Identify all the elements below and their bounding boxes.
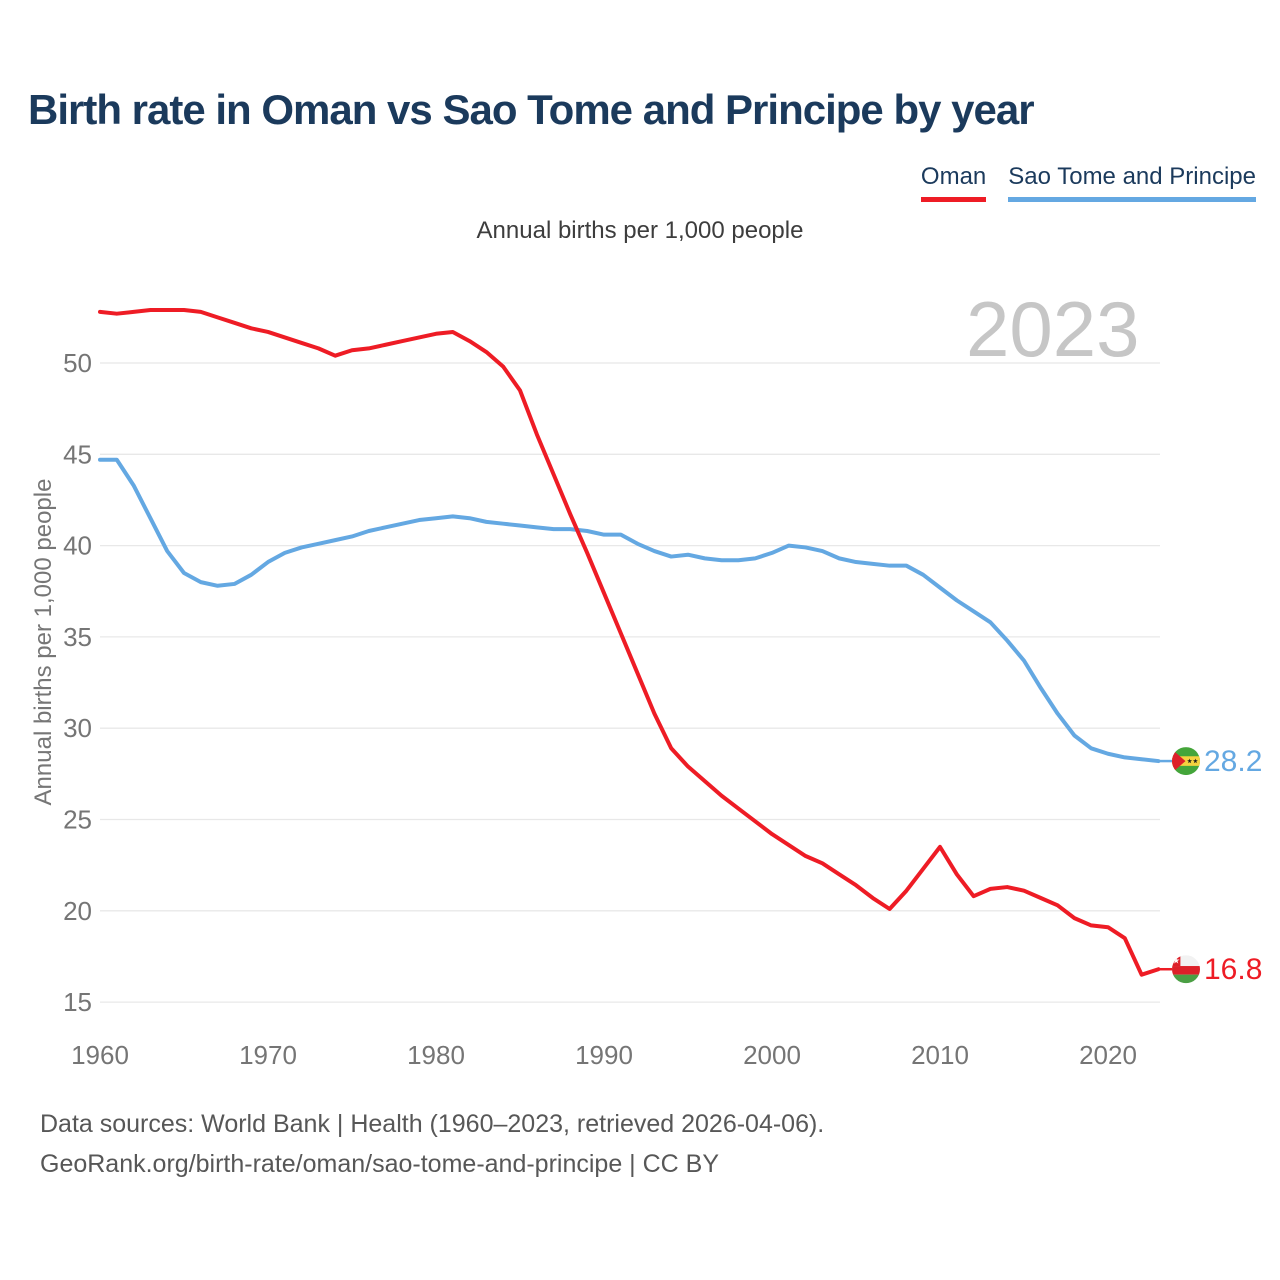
legend-item-sao-tome-and-principe[interactable]: Sao Tome and Principe bbox=[1008, 163, 1256, 202]
page-title: Birth rate in Oman vs Sao Tome and Princ… bbox=[28, 86, 1035, 133]
y-tick-label: 30 bbox=[63, 713, 92, 743]
x-tick-label: 2020 bbox=[1079, 1040, 1137, 1070]
footer-url-line: GeoRank.org/birth-rate/oman/sao-tome-and… bbox=[40, 1150, 720, 1178]
sao-tome-end-value-label: 28.2 bbox=[1204, 745, 1262, 778]
y-tick-label: 35 bbox=[63, 622, 92, 652]
x-tick-label: 1980 bbox=[407, 1040, 465, 1070]
legend: Oman Sao Tome and Principe bbox=[920, 163, 1256, 202]
year-watermark: 2023 bbox=[966, 285, 1140, 373]
y-tick-label: 25 bbox=[63, 805, 92, 835]
chart-lines-layer: 15 20 25 30 35 40 45 50 1960 1970 1980 1990 2000 2010… bbox=[63, 308, 1172, 1070]
sao-tome-and-principe-line bbox=[98, 457, 1161, 764]
y-tick-label: 20 bbox=[63, 896, 92, 926]
y-tick-label: 40 bbox=[63, 531, 92, 561]
oman-line bbox=[98, 308, 1161, 977]
sao-tome-and-principe-flag-icon bbox=[1172, 747, 1200, 776]
x-tick-label: 2010 bbox=[911, 1040, 969, 1070]
oman-flag-icon bbox=[1172, 955, 1200, 984]
footer: Data sources: World Bank | Health (1960–… bbox=[40, 1104, 824, 1184]
x-tick-label: 2000 bbox=[743, 1040, 801, 1070]
footer-source-line: Data sources: World Bank | Health (1960–… bbox=[40, 1110, 825, 1138]
legend-item-oman[interactable]: Oman bbox=[920, 163, 987, 202]
x-tick-label: 1990 bbox=[575, 1040, 633, 1070]
x-tick-label: 1970 bbox=[239, 1040, 297, 1070]
y-tick-label: 45 bbox=[63, 439, 92, 469]
y-tick-label: 15 bbox=[63, 987, 92, 1017]
oman-end-value-label: 16.8 bbox=[1204, 953, 1262, 986]
y-tick-label: 50 bbox=[63, 348, 92, 378]
chart-subtitle: Annual births per 1,000 people bbox=[476, 217, 804, 244]
x-tick-label: 1960 bbox=[71, 1040, 129, 1070]
